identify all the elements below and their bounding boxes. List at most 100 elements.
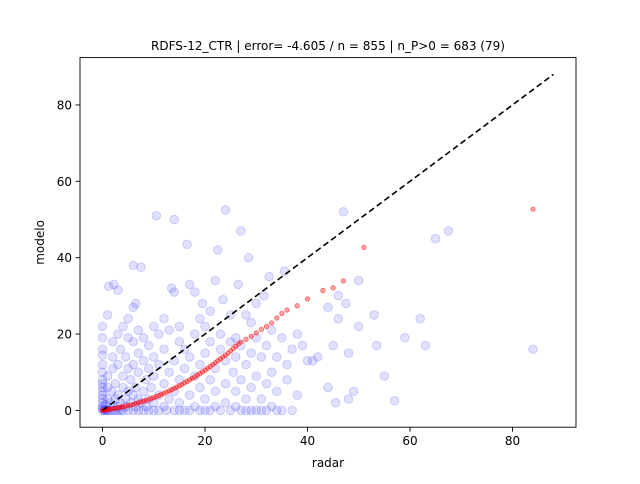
scatter-point-series-1: [136, 262, 146, 272]
scatter-point-series-1: [161, 405, 172, 416]
scatter-point-series-2: [194, 372, 200, 378]
scatter-point-series-1: [131, 298, 141, 309]
scatter-point-series-1: [215, 329, 226, 339]
scatter-point-series-1: [225, 336, 236, 347]
scatter-point-series-1: [389, 396, 400, 406]
scatter-point-series-1: [400, 333, 410, 343]
scatter-point-series-1: [138, 386, 149, 397]
scatter-point-series-2: [153, 394, 159, 400]
scatter-point-series-2: [279, 310, 285, 317]
scatter-point-series-1: [113, 329, 123, 339]
scatter-point-series-2: [166, 388, 172, 394]
scatter-point-series-1: [138, 405, 149, 416]
scatter-point-series-1: [97, 375, 108, 385]
scatter-point-series-1: [266, 401, 277, 412]
scatter-point-series-2: [320, 287, 326, 294]
scatter-point-series-1: [328, 340, 338, 351]
scatter-point-series-1: [292, 329, 302, 339]
scatter-point-series-1: [143, 340, 154, 351]
scatter-point-series-2: [361, 244, 367, 250]
scatter-point-series-1: [200, 405, 210, 416]
scatter-point-series-1: [169, 214, 179, 225]
scatter-point-series-1: [118, 321, 128, 332]
scatter-point-series-1: [243, 252, 254, 263]
scatter-point-series-1: [218, 294, 228, 305]
scatter-point-series-1: [97, 390, 108, 400]
scatter-point-series-2: [269, 320, 275, 326]
scatter-point-series-2: [174, 384, 180, 390]
scatter-point-series-1: [323, 382, 333, 393]
scatter-point-series-1: [128, 260, 138, 271]
scatter-point-series-1: [149, 321, 159, 332]
scatter-point-series-1: [164, 394, 174, 404]
scatter-point-series-1: [174, 321, 185, 332]
x-tick-label: 60: [402, 434, 417, 448]
y-tick-label: 40: [57, 251, 72, 265]
scatter-point-series-1: [97, 378, 108, 389]
scatter-point-series-1: [343, 348, 354, 358]
scatter-point-series-1: [272, 405, 282, 416]
scatter-point-series-1: [133, 348, 144, 358]
scatter-point-series-1: [272, 386, 282, 397]
scatter-point-series-1: [97, 333, 108, 343]
scatter-point-series-1: [102, 310, 113, 320]
scatter-point-series-1: [369, 310, 379, 320]
x-tick-label: 20: [197, 434, 212, 448]
scatter-point-series-1: [277, 333, 287, 343]
scatter-point-series-1: [102, 394, 113, 404]
scatter-point-series-1: [266, 325, 277, 335]
scatter-point-series-1: [205, 375, 215, 385]
scatter-point-series-1: [195, 382, 205, 393]
scatter-point-series-1: [430, 233, 441, 244]
scatter-point-series-2: [274, 315, 280, 321]
scatter-point-series-1: [333, 314, 343, 324]
scatter-point-series-1: [333, 291, 343, 301]
y-axis-label: modelo: [33, 220, 47, 265]
scatter-point-series-1: [159, 378, 169, 389]
scatter-point-series-1: [108, 352, 118, 362]
scatter-point-series-1: [200, 321, 210, 332]
scatter-point-series-2: [304, 296, 311, 302]
scatter-point-series-1: [231, 386, 241, 397]
scatter-point-series-1: [97, 344, 108, 355]
scatter-point-series-2: [181, 380, 188, 386]
scatter-point-series-1: [102, 371, 113, 381]
scatter-point-series-2: [189, 375, 195, 381]
scatter-point-series-1: [246, 348, 256, 358]
scatter-point-series-1: [128, 359, 138, 370]
scatter-point-series-1: [220, 398, 231, 408]
x-tick-label: 0: [99, 434, 107, 448]
scatter-point-series-1: [266, 367, 277, 377]
scatter-point-series-1: [128, 336, 138, 347]
scatter-point-series-1: [151, 210, 162, 221]
scatter-point-series-1: [354, 275, 364, 286]
scatter-point-series-1: [287, 405, 297, 416]
x-tick-label: 40: [300, 434, 315, 448]
scatter-point-series-1: [233, 279, 244, 290]
scatter-point-series-2: [243, 336, 249, 342]
scatter-point-series-1: [323, 302, 333, 313]
scatter-point-series-1: [528, 344, 538, 355]
scatter-point-series-1: [113, 285, 123, 295]
scatter-point-series-1: [120, 394, 131, 404]
scatter-point-series-2: [176, 383, 182, 389]
scatter-point-series-1: [228, 367, 238, 377]
scatter-point-series-2: [169, 387, 175, 393]
scatter-point-series-2: [258, 326, 264, 333]
scatter-point-series-1: [149, 405, 159, 416]
scatter-point-series-1: [279, 266, 290, 276]
scatter-point-series-1: [264, 272, 274, 282]
scatter-point-series-1: [108, 336, 118, 347]
scatter-point-series-1: [261, 405, 272, 416]
scatter-point-series-1: [123, 314, 133, 324]
scatter-point-series-1: [241, 405, 251, 416]
scatter-point-series-1: [110, 378, 121, 389]
x-axis-ticks: 0 20 40 60 80: [99, 427, 520, 448]
scatter-point-series-1: [109, 279, 119, 290]
scatter-point-series-1: [241, 310, 251, 320]
scatter-point-series-1: [164, 367, 174, 377]
scatter-point-series-1: [213, 245, 223, 255]
scatter-point-series-1: [184, 279, 195, 290]
scatter-point-series-1: [118, 371, 128, 381]
